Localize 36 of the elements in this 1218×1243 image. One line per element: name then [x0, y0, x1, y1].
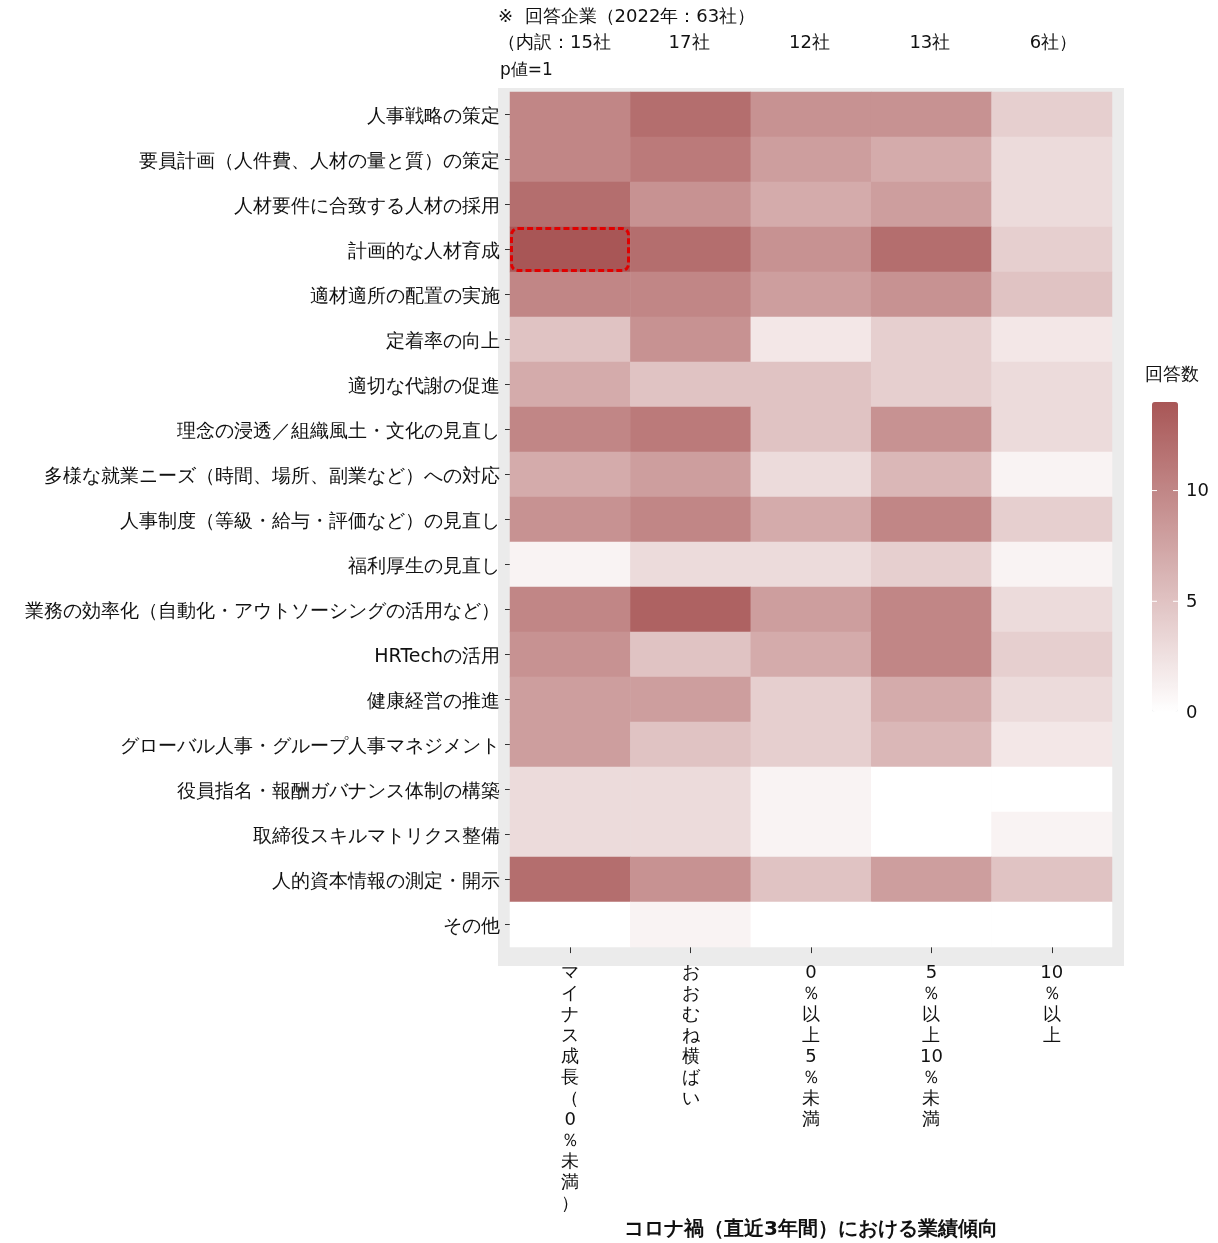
- y-tick-label: 要員計画（人件費、人材の量と質）の策定: [139, 148, 500, 171]
- category-label: マイナス成長（0％未満）: [561, 961, 580, 1214]
- y-tick-label: 業務の効率化（自動化・アウトソーシングの活用など）: [25, 598, 500, 621]
- y-tick-label: 取締役スキルマトリクス整備: [253, 823, 500, 846]
- y-tick-label: 人材要件に合致する人材の採用: [234, 193, 500, 216]
- text: （内訳：15社: [498, 30, 611, 52]
- y-tick-label: 適材適所の配置の実施: [310, 283, 500, 306]
- y-tick-label: その他: [443, 913, 500, 936]
- y-tick-label: HRTechの活用: [374, 643, 500, 666]
- y-tick-label: 健康経営の推進: [367, 688, 500, 711]
- x-tick-label: 5％以上10％未満: [919, 961, 943, 1130]
- y-tick-label: 適切な代謝の促進: [348, 373, 500, 396]
- x-tick-label: 10％以上: [1040, 961, 1064, 1046]
- y-tick-label: 福利厚生の見直し: [348, 553, 500, 576]
- x-axis-title: コロナ禍（直近3年間）における業績傾向: [624, 1216, 998, 1240]
- text: 6社）: [1029, 30, 1078, 52]
- color-bar-label: 5: [1186, 589, 1198, 611]
- y-tick-label: 定着率の向上: [386, 328, 500, 351]
- color-bar-title: 回答数: [1145, 362, 1199, 384]
- chart-title: ※ 回答企業（2022年：63社）: [498, 4, 756, 26]
- text: 17社: [668, 30, 710, 52]
- text: p値=1: [500, 58, 553, 79]
- color-bar-label: 10: [1186, 479, 1209, 501]
- y-tick-label: 計画的な人材育成: [348, 238, 500, 261]
- y-tick-label: 人的資本情報の測定・開示: [272, 868, 500, 891]
- color-bar-label: 0: [1186, 700, 1198, 722]
- x-tick-label: おおむね横ばい: [681, 961, 701, 1109]
- y-tick-label: 役員指名・報酬ガバナンス体制の構築: [177, 778, 500, 801]
- x-tick-label: 0％以上5％未満: [802, 961, 820, 1130]
- y-tick-label: 人事戦略の策定: [367, 103, 500, 126]
- y-tick-label: 理念の浸透／組織風土・文化の見直し: [177, 418, 500, 441]
- y-tick-label: 人事制度（等級・給与・評価など）の見直し: [120, 508, 500, 531]
- text: 12社: [789, 30, 830, 52]
- y-tick-label: 多様な就業ニーズ（時間、場所、副業など）への対応: [44, 463, 500, 486]
- text: 13社: [909, 30, 951, 52]
- y-tick-label: グローバル人事・グループ人事マネジメント: [120, 733, 500, 756]
